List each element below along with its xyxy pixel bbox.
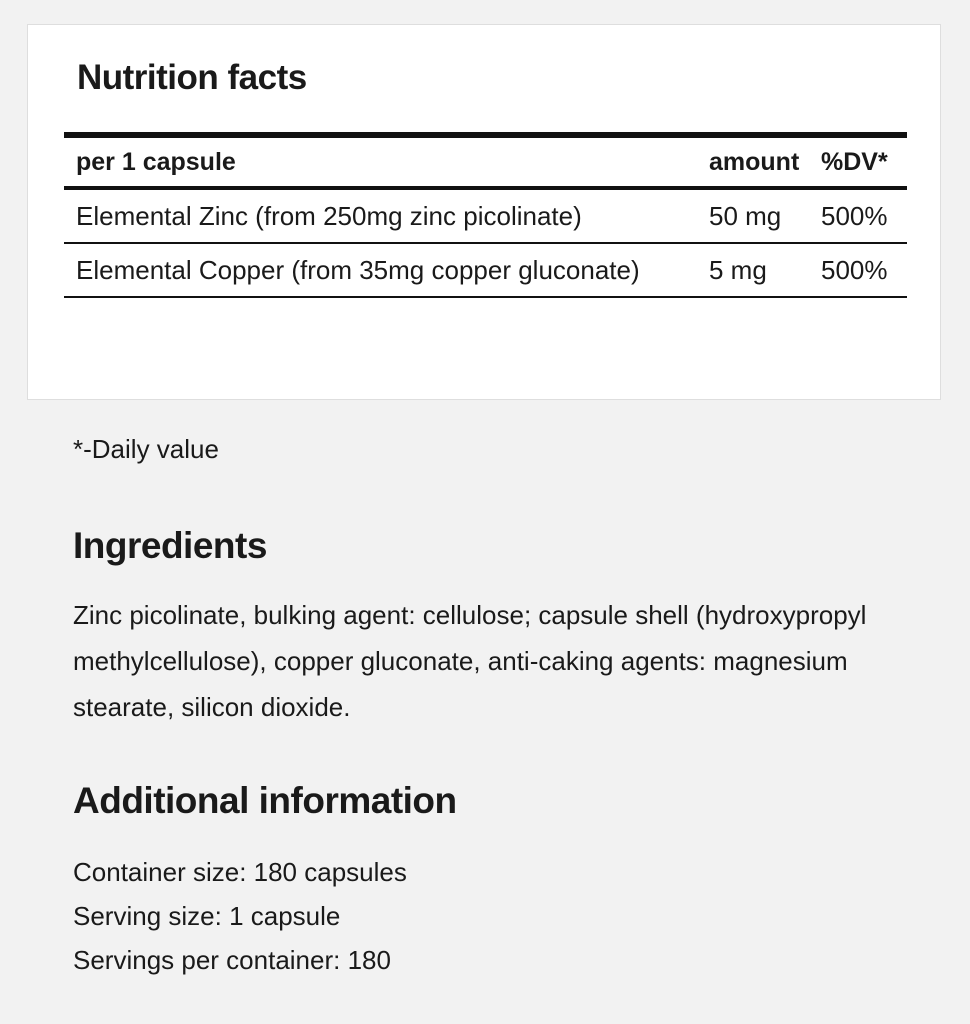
ingredients-heading: Ingredients [73,525,267,566]
table-row: Elemental Copper (from 35mg copper gluco… [64,243,907,297]
serving-size: Serving size: 1 capsule [73,901,341,931]
table-row: Elemental Zinc (from 250mg zinc picolina… [64,188,907,243]
ingredients-text: Zinc picolinate, bulking agent: cellulos… [73,600,867,722]
daily-value-footnote: *-Daily value [73,434,219,464]
nutrition-facts-title: Nutrition facts [77,58,307,97]
nutrient-dv: 500% [821,255,888,285]
container-size: Container size: 180 capsules [73,857,407,887]
nutrient-name: Elemental Copper (from 35mg copper gluco… [76,255,640,285]
header-per-capsule: per 1 capsule [76,147,236,176]
nutrient-dv: 500% [821,201,888,231]
additional-info-heading: Additional information [73,780,457,821]
table-header-row: per 1 capsule amount %DV* [64,135,907,188]
nutrient-amount: 5 mg [709,255,767,285]
header-amount: amount [709,147,800,176]
additional-info-list: Container size: 180 capsules Serving siz… [73,850,407,982]
nutrition-table: per 1 capsule amount %DV* Elemental Zinc… [64,132,907,298]
header-dv: %DV* [821,147,888,176]
servings-per-container: Servings per container: 180 [73,945,391,975]
nutrition-facts-card: Nutrition facts per 1 capsule amount %DV… [27,24,941,400]
nutrient-amount: 50 mg [709,201,782,231]
nutrient-name: Elemental Zinc (from 250mg zinc picolina… [76,201,582,231]
